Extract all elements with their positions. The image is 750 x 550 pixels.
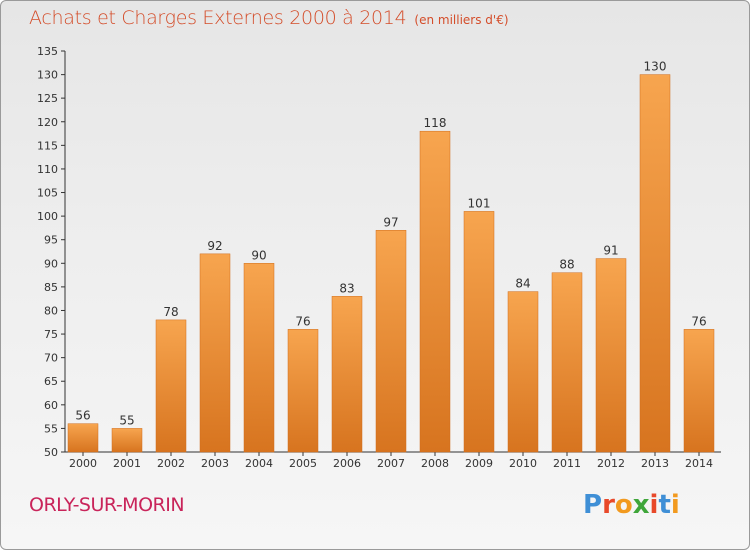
y-tick-label: 60 [44, 399, 58, 412]
y-tick-label: 135 [37, 45, 58, 58]
bar-2007 [375, 230, 407, 453]
x-tick-label: 2004 [245, 457, 273, 470]
x-tick-label: 2002 [157, 457, 185, 470]
y-tick-label: 130 [37, 69, 58, 82]
y-tick-label: 105 [37, 187, 58, 200]
data-label: 130 [644, 60, 667, 74]
x-tick-label: 2011 [553, 457, 581, 470]
logo-letter: r [602, 490, 615, 520]
x-tick-label: 2006 [333, 457, 361, 470]
logo-letter: x [632, 490, 650, 520]
x-tick-label: 2012 [597, 457, 625, 470]
chart-title-block: Achats et Charges Externes 2000 à 2014 (e… [29, 7, 509, 29]
data-label: 78 [163, 305, 178, 319]
data-label: 83 [339, 281, 354, 295]
data-label: 56 [75, 409, 90, 423]
logo-letter: o [614, 490, 633, 520]
bar-2001 [111, 428, 143, 453]
x-tick-label: 2013 [641, 457, 669, 470]
y-tick-label: 125 [37, 92, 58, 105]
data-label: 84 [515, 277, 530, 291]
x-tick-label: 2008 [421, 457, 449, 470]
y-tick-label: 75 [44, 328, 58, 341]
logo-letter: i [649, 490, 659, 520]
y-tick-label: 65 [44, 375, 58, 388]
y-tick-label: 110 [37, 163, 58, 176]
x-tick-label: 2014 [685, 457, 713, 470]
y-tick-label: 85 [44, 281, 58, 294]
data-label: 97 [383, 215, 398, 229]
bar-2014 [683, 329, 715, 453]
data-label: 76 [295, 314, 310, 328]
bar-2012 [595, 258, 627, 453]
bar-2006 [331, 296, 363, 453]
x-tick-label: 2000 [69, 457, 97, 470]
city-name: ORLY-SUR-MORIN [29, 494, 185, 516]
x-tick-label: 2007 [377, 457, 405, 470]
x-tick-label: 2003 [201, 457, 229, 470]
x-tick-label: 2009 [465, 457, 493, 470]
bar-2005 [287, 329, 319, 453]
y-tick-label: 70 [44, 352, 58, 365]
data-label: 76 [691, 314, 706, 328]
bars-group [67, 74, 715, 453]
data-label: 55 [119, 413, 134, 427]
bar-2011 [551, 272, 583, 453]
y-tick-label: 80 [44, 304, 58, 317]
logo-letter: P [583, 490, 603, 520]
bar-2008 [419, 130, 451, 453]
y-tick-label: 55 [44, 422, 58, 435]
data-label: 90 [251, 248, 266, 262]
data-label: 92 [207, 239, 222, 253]
logo-letter: i [670, 490, 680, 520]
labels-group: 56 2000 55 2001 78 2002 92 2003 90 2004 76 2005 83 20… [69, 60, 713, 470]
bar-2013 [639, 74, 671, 453]
y-tick-label: 50 [44, 446, 58, 459]
bar-2003 [199, 253, 231, 453]
bar-2000 [67, 423, 99, 453]
y-tick-label: 115 [37, 139, 58, 152]
data-label: 101 [468, 196, 491, 210]
proxiti-logo[interactable]: Proxiti [583, 490, 680, 520]
bar-2002 [155, 319, 187, 453]
chart-unit: (en milliers d'€) [414, 13, 509, 27]
data-label: 88 [559, 258, 574, 272]
data-label: 91 [603, 244, 618, 258]
y-tick-label: 120 [37, 116, 58, 129]
chart-title: Achats et Charges Externes 2000 à 2014 [29, 7, 407, 29]
bar-2004 [243, 263, 275, 453]
logo-letter: t [658, 490, 671, 520]
x-tick-label: 2005 [289, 457, 317, 470]
data-label: 118 [424, 116, 447, 130]
bar-2009 [463, 211, 495, 453]
y-tick-label: 90 [44, 257, 58, 270]
x-tick-label: 2001 [113, 457, 141, 470]
bar-2010 [507, 291, 539, 453]
y-tick-label: 95 [44, 234, 58, 247]
y-tick-label: 100 [37, 210, 58, 223]
x-tick-label: 2010 [509, 457, 537, 470]
